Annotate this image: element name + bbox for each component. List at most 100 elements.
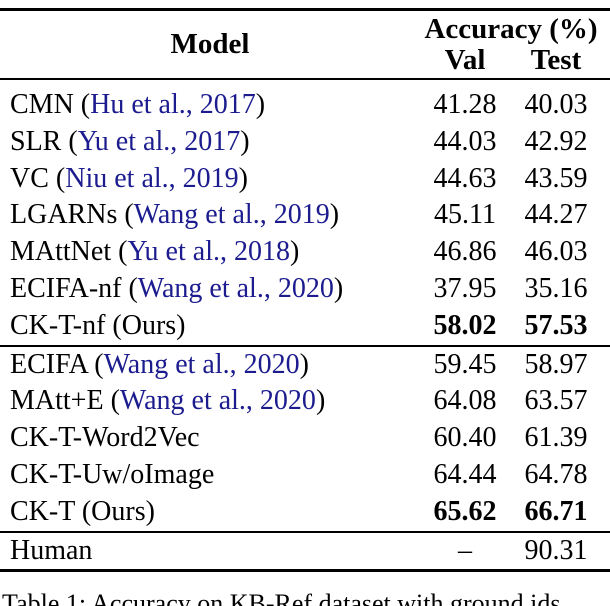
val-accuracy-cell: 60.40 — [433, 422, 497, 454]
citation-paren-close: ) — [329, 199, 340, 231]
val-accuracy-cell: 37.95 — [433, 272, 497, 304]
model-name: MAttNet — [10, 236, 112, 268]
citation: (Wang et al., 2019) — [117, 199, 339, 230]
model-suffix: (Ours) — [74, 495, 155, 527]
test-accuracy-cell: 58.97 — [524, 348, 588, 380]
model-cell: CK-T-Word2Vec — [0, 420, 420, 457]
table-row: CK-T (Ours) 65.62 66.71 — [0, 494, 610, 531]
val-accuracy-cell: 64.08 — [433, 385, 497, 417]
section-divider-rule — [0, 344, 610, 347]
col-header-val: Val — [444, 44, 486, 76]
test-accuracy-cell: 63.57 — [524, 385, 588, 417]
table-row: CK-T-Uw/oImage 64.44 64.78 — [0, 457, 610, 494]
test-accuracy-cell: 57.53 — [524, 309, 588, 341]
model-name: CK-T-Word2Vec — [10, 422, 200, 454]
citation-paren-close: ) — [289, 236, 300, 268]
citation-link[interactable]: Wang et al., 2020 — [103, 348, 300, 380]
citation-paren-open: ( — [117, 199, 134, 231]
col-header-test: Test — [530, 44, 582, 76]
bottom-rule — [0, 569, 610, 573]
citation-paren-open: ( — [61, 125, 78, 157]
table-row: CMN (Hu et al., 2017) 41.28 40.03 — [0, 87, 610, 124]
model-name: CK-T — [10, 495, 75, 527]
citation: (Yu et al., 2017) — [61, 126, 249, 157]
citation-paren-open: ( — [121, 272, 138, 304]
model-cell: SLR (Yu et al., 2017) — [0, 124, 420, 161]
val-accuracy-cell: 64.44 — [433, 458, 497, 490]
citation-paren-open: ( — [111, 236, 128, 268]
test-accuracy-cell: 44.27 — [524, 199, 588, 231]
model-name: MAtt+E — [10, 385, 104, 417]
table-section: Human – 90.31 — [0, 533, 610, 570]
table-row: CK-T-Word2Vec 60.40 61.39 — [0, 420, 610, 457]
col-group-header-accuracy: Accuracy (%) — [424, 13, 598, 45]
table-row: Human – 90.31 — [0, 533, 610, 570]
test-accuracy-cell: 64.78 — [524, 458, 588, 490]
header-rule — [0, 78, 610, 80]
citation-link[interactable]: Wang et al., 2020 — [119, 385, 316, 417]
model-name: VC — [10, 162, 49, 194]
val-accuracy-cell: 59.45 — [433, 348, 497, 380]
test-accuracy-cell: 90.31 — [524, 534, 588, 566]
val-accuracy-cell: – — [458, 534, 472, 566]
table-row: LGARNs (Wang et al., 2019) 45.11 44.27 — [0, 197, 610, 234]
model-cell: MAtt+E (Wang et al., 2020) — [0, 383, 420, 420]
table-caption: Table 1: Accuracy on KB-Ref dataset with… — [2, 589, 561, 606]
table-row: MAttNet (Yu et al., 2018) 46.86 46.03 — [0, 234, 610, 271]
model-name: ECIFA-nf — [10, 272, 122, 304]
val-accuracy-cell: 44.63 — [433, 162, 497, 194]
table-row: MAtt+E (Wang et al., 2020) 64.08 63.57 — [0, 383, 610, 420]
model-name: CMN — [10, 89, 74, 120]
citation-paren-close: ) — [255, 89, 266, 120]
citation-link[interactable]: Wang et al., 2020 — [137, 272, 334, 304]
model-cell: ECIFA (Wang et al., 2020) — [0, 347, 420, 384]
model-name: CK-T-Uw/oImage — [10, 458, 215, 490]
model-name: LGARNs — [10, 199, 118, 231]
table-row: SLR (Yu et al., 2017) 44.03 42.92 — [0, 124, 610, 161]
model-name: Human — [10, 534, 93, 566]
model-name: SLR — [10, 125, 62, 157]
model-suffix: (Ours) — [105, 309, 186, 341]
citation-paren-close: ) — [333, 272, 344, 304]
citation-paren-close: ) — [299, 348, 309, 380]
val-accuracy-cell: 46.86 — [433, 236, 497, 268]
test-accuracy-cell: 43.59 — [524, 162, 588, 194]
citation-paren-open: ( — [73, 89, 91, 120]
section-divider-rule — [0, 530, 610, 533]
citation-link[interactable]: Niu et al., 2019 — [65, 162, 239, 194]
citation: (Yu et al., 2018) — [111, 236, 299, 267]
table-row: CK-T-nf (Ours) 58.02 57.53 — [0, 308, 610, 345]
val-accuracy-cell: 65.62 — [433, 495, 497, 527]
citation-paren-open: ( — [87, 348, 104, 380]
val-accuracy-cell: 58.02 — [433, 309, 497, 341]
model-cell: ECIFA-nf (Wang et al., 2020) — [0, 271, 420, 308]
citation: (Hu et al., 2017) — [74, 89, 265, 120]
citation: (Wang et al., 2020) — [104, 385, 326, 416]
test-accuracy-cell: 61.39 — [524, 422, 588, 454]
citation-link[interactable]: Yu et al., 2018 — [127, 236, 290, 268]
table-section: CMN (Hu et al., 2017) 41.28 40.03 SLR (Y… — [0, 80, 610, 345]
model-cell: MAttNet (Yu et al., 2018) — [0, 234, 420, 271]
table-row: VC (Niu et al., 2019) 44.63 43.59 — [0, 161, 610, 198]
model-cell: CK-T (Ours) — [0, 494, 420, 531]
citation-paren-open: ( — [103, 385, 120, 417]
top-rule — [0, 8, 610, 11]
citation-link[interactable]: Yu et al., 2017 — [77, 125, 241, 157]
table-header: Model Accuracy (%) Val Test — [0, 11, 610, 78]
test-accuracy-cell: 66.71 — [524, 495, 588, 527]
model-cell: VC (Niu et al., 2019) — [0, 161, 420, 198]
citation-paren-close: ) — [240, 125, 250, 157]
citation-link[interactable]: Wang et al., 2019 — [133, 199, 330, 231]
table-row: ECIFA-nf (Wang et al., 2020) 37.95 35.16 — [0, 271, 610, 308]
test-accuracy-cell: 35.16 — [524, 272, 588, 304]
results-table: Model Accuracy (%) Val Test CMN (Hu et a… — [0, 8, 610, 573]
accuracy-header-group: Accuracy (%) Val Test — [420, 11, 602, 78]
citation-link[interactable]: Hu et al., 2017 — [90, 89, 256, 120]
citation: (Niu et al., 2019) — [49, 163, 248, 194]
model-name: CK-T-nf — [10, 309, 106, 341]
val-accuracy-cell: 44.03 — [433, 125, 497, 157]
accuracy-subheaders: Val Test — [420, 45, 602, 78]
table-section: ECIFA (Wang et al., 2020) 59.45 58.97 MA… — [0, 347, 610, 531]
model-cell: Human — [0, 533, 420, 570]
